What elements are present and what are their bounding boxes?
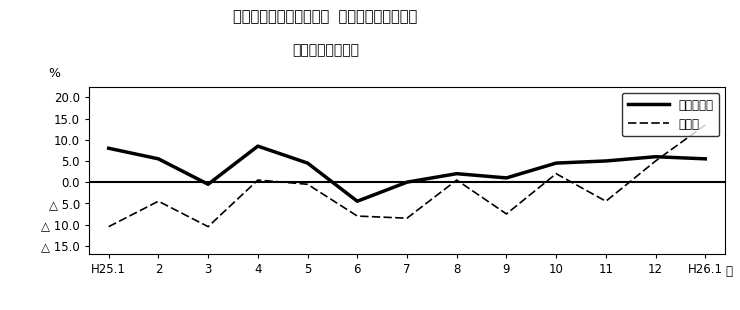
Legend: 調査産業計, 製造業: 調査産業計, 製造業	[622, 93, 719, 136]
Text: 第２図　所定外労働時間  対前年同月比の推移: 第２図 所定外労働時間 対前年同月比の推移	[234, 9, 417, 24]
Text: 月: 月	[725, 265, 732, 278]
Text: （規模５人以上）: （規模５人以上）	[292, 43, 359, 57]
Text: %: %	[48, 67, 60, 80]
